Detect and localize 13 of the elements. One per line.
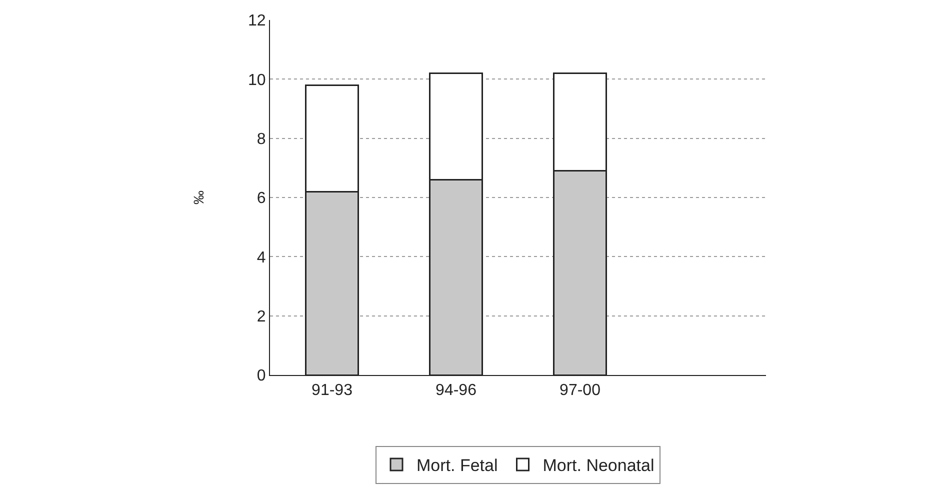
x-tick-label: 91-93 xyxy=(312,382,353,400)
x-tick-label: 97-00 xyxy=(560,382,601,400)
y-tick-label: 2 xyxy=(256,308,266,326)
y-tick-label: 10 xyxy=(248,72,266,89)
legend-label: Mort. Neonatal xyxy=(542,456,654,476)
y-tick-label: 4 xyxy=(256,249,266,266)
y-tick-label: 12 xyxy=(248,12,266,30)
x-tick-label: 94-96 xyxy=(436,382,477,400)
legend-label: Mort. Fetal xyxy=(416,456,498,476)
y-tick-label: 0 xyxy=(256,368,266,385)
y-tick-label: 6 xyxy=(256,190,266,208)
y-axis-title: ‰ xyxy=(190,190,207,204)
y-tick-label: 8 xyxy=(256,130,266,148)
